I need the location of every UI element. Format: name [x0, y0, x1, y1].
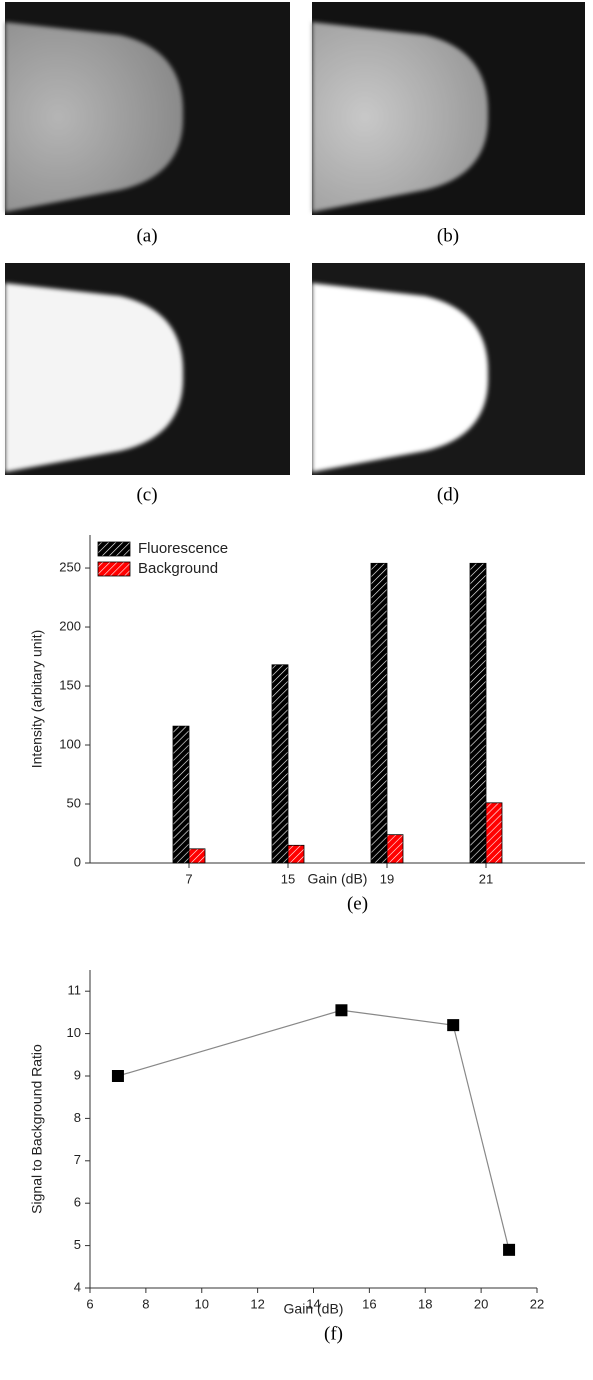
- y-tick-label: 6: [74, 1195, 81, 1210]
- x-tick-label: 15: [281, 871, 295, 886]
- y-tick-label: 8: [74, 1110, 81, 1125]
- caption: (b): [437, 225, 459, 246]
- bar: [387, 835, 403, 863]
- bar: [288, 845, 304, 863]
- legend-swatch: [98, 562, 130, 576]
- legend-label: Background: [138, 560, 218, 577]
- x-axis-label: Gain (dB): [308, 871, 368, 887]
- x-tick-label: 10: [195, 1296, 209, 1311]
- y-tick-label: 5: [74, 1237, 81, 1252]
- y-tick-label: 250: [59, 559, 81, 574]
- bar: [272, 665, 288, 863]
- y-tick-label: 50: [67, 795, 81, 810]
- caption: (f): [324, 1323, 343, 1344]
- caption: (a): [136, 225, 157, 246]
- bar: [189, 849, 205, 863]
- y-tick-label: 7: [74, 1152, 81, 1167]
- y-axis-label: Signal to Background Ratio: [29, 1044, 45, 1214]
- x-tick-label: 6: [86, 1296, 93, 1311]
- y-axis-label: Intensity (arbitary unit): [29, 630, 45, 769]
- x-tick-label: 18: [418, 1296, 432, 1311]
- x-tick-label: 22: [530, 1296, 544, 1311]
- image-b: [312, 2, 585, 215]
- image-a: [5, 2, 290, 215]
- page: {"images": [{"caption": "(a)"}, {"captio…: [0, 0, 593, 1380]
- x-tick-label: 12: [250, 1296, 264, 1311]
- y-tick-label: 0: [74, 854, 81, 869]
- caption: (d): [437, 484, 459, 505]
- x-tick-label: 7: [185, 871, 192, 886]
- y-tick-label: 100: [59, 736, 81, 751]
- y-tick-label: 4: [74, 1279, 81, 1294]
- x-tick-label: 19: [380, 871, 394, 886]
- figure: (a) (b) (c) (d) 0 50 100 150 200 250 Gain (dB)…: [0, 0, 593, 1380]
- marker: [503, 1244, 515, 1256]
- caption: (e): [347, 893, 368, 914]
- image-d: [312, 263, 585, 475]
- bar: [470, 563, 486, 863]
- legend-swatch: [98, 542, 130, 556]
- marker: [335, 1004, 347, 1016]
- x-tick-label: 21: [479, 871, 493, 886]
- bar: [371, 563, 387, 863]
- marker: [447, 1019, 459, 1031]
- y-tick-label: 10: [67, 1025, 81, 1040]
- y-tick-label: 150: [59, 677, 81, 692]
- x-tick-label: 14: [306, 1296, 320, 1311]
- y-tick-label: 200: [59, 618, 81, 633]
- y-tick-label: 11: [68, 983, 82, 998]
- x-tick-label: 8: [142, 1296, 149, 1311]
- marker: [112, 1070, 124, 1082]
- bar: [173, 726, 189, 863]
- legend-label: Fluorescence: [138, 540, 228, 557]
- x-tick-label: 16: [362, 1296, 376, 1311]
- y-tick-label: 9: [74, 1067, 81, 1082]
- series-line: [118, 1010, 509, 1250]
- bar: [486, 803, 502, 863]
- x-tick-label: 20: [474, 1296, 488, 1311]
- caption: (c): [136, 484, 157, 505]
- image-c: [5, 263, 290, 475]
